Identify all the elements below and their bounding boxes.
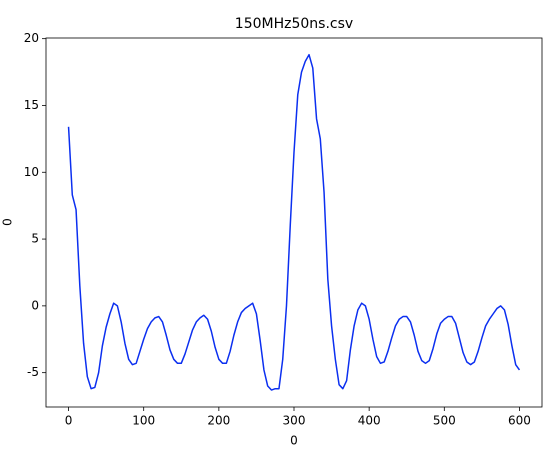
x-tick-label: 500 — [433, 414, 456, 428]
data-line — [67, 53, 521, 391]
x-tick-label: 400 — [358, 414, 381, 428]
x-tick-label: 100 — [132, 414, 155, 428]
x-tick-label: 0 — [65, 414, 73, 428]
x-tick-label: 300 — [283, 414, 306, 428]
y-tick-label: 20 — [24, 31, 39, 45]
x-tick-label: 200 — [207, 414, 230, 428]
y-tick-label: 10 — [24, 165, 39, 179]
y-tick-label: 0 — [31, 298, 39, 312]
x-axis-label: 0 — [290, 434, 298, 448]
chart-title: 150MHz50ns.csv — [235, 16, 353, 32]
y-axis-label: 0 — [1, 218, 15, 226]
y-tick-label: 15 — [24, 98, 39, 112]
y-tick-label: -5 — [27, 365, 39, 379]
plot-frame — [45, 37, 543, 408]
x-tick-label: 600 — [508, 414, 531, 428]
y-tick-label: 5 — [31, 232, 39, 246]
